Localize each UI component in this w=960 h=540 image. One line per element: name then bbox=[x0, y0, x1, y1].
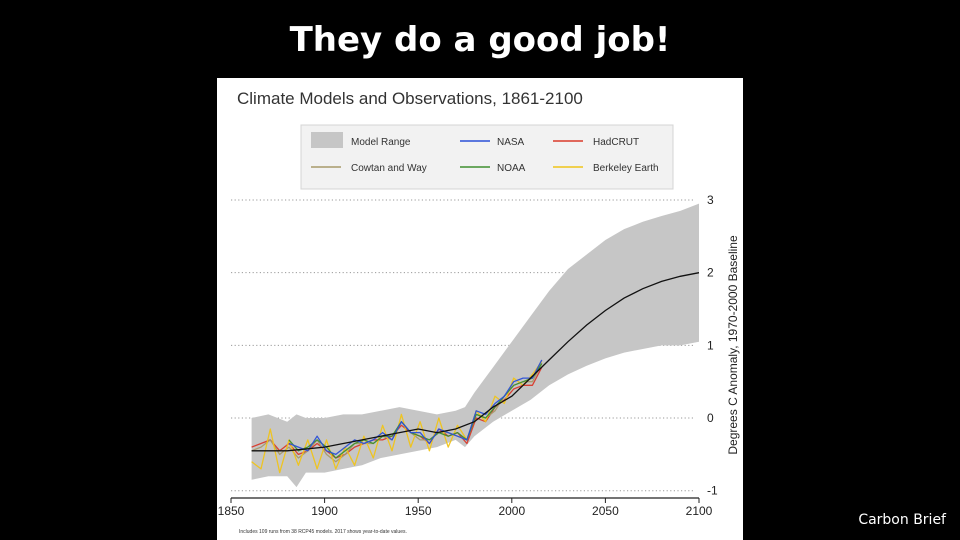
x-tick-label-2050: 2050 bbox=[592, 504, 619, 518]
x-tick-label-2100: 2100 bbox=[686, 504, 713, 518]
x-tick-label-1900: 1900 bbox=[311, 504, 338, 518]
legend-label-hadcrut: HadCRUT bbox=[593, 137, 639, 148]
chart-footnote: Includes 109 runs from 38 RCP45 models. … bbox=[239, 529, 407, 535]
y-axis-label: Degrees C Anomaly, 1970-2000 Baseline bbox=[726, 235, 740, 455]
x-tick-label-1950: 1950 bbox=[405, 504, 432, 518]
y-tick-label-0: 0 bbox=[707, 411, 714, 425]
x-tick-label-1850: 1850 bbox=[218, 504, 245, 518]
slide-title: They do a good job! bbox=[289, 20, 671, 60]
y-axis: -1 0 1 2 3 bbox=[707, 193, 718, 498]
legend-label-nasa: NASA bbox=[497, 137, 525, 148]
y-tick-label-2: 2 bbox=[707, 266, 714, 280]
y-tick-label-1: 1 bbox=[707, 338, 714, 352]
credit-text: Carbon Brief bbox=[858, 512, 946, 528]
legend-swatch-model-range bbox=[311, 132, 343, 148]
chart-legend: Model Range NASA HadCRUT Cowtan and Way … bbox=[300, 124, 674, 190]
y-tick-label-3: 3 bbox=[707, 193, 714, 207]
model-mean bbox=[251, 272, 700, 452]
legend-box bbox=[300, 124, 674, 190]
model-range-area bbox=[251, 203, 699, 488]
legend-label-berkeley: Berkeley Earth bbox=[593, 163, 659, 174]
series-nasa bbox=[288, 359, 543, 456]
chart-panel: Climate Models and Observations, 1861-21… bbox=[217, 78, 743, 540]
x-tick-label-2000: 2000 bbox=[498, 504, 525, 518]
observation-series bbox=[251, 359, 543, 474]
chart-title: Climate Models and Observations, 1861-21… bbox=[237, 89, 583, 108]
x-axis: 1850 1900 1950 2000 2050 2100 bbox=[218, 497, 713, 518]
climate-chart: Climate Models and Observations, 1861-21… bbox=[218, 89, 740, 535]
y-tick-label--1: -1 bbox=[707, 484, 718, 498]
model-range-band bbox=[251, 203, 699, 488]
legend-label-model-range: Model Range bbox=[351, 137, 411, 148]
legend-label-cowtan-way: Cowtan and Way bbox=[351, 163, 427, 174]
legend-label-noaa: NOAA bbox=[497, 163, 526, 174]
model-mean-line bbox=[251, 272, 700, 452]
